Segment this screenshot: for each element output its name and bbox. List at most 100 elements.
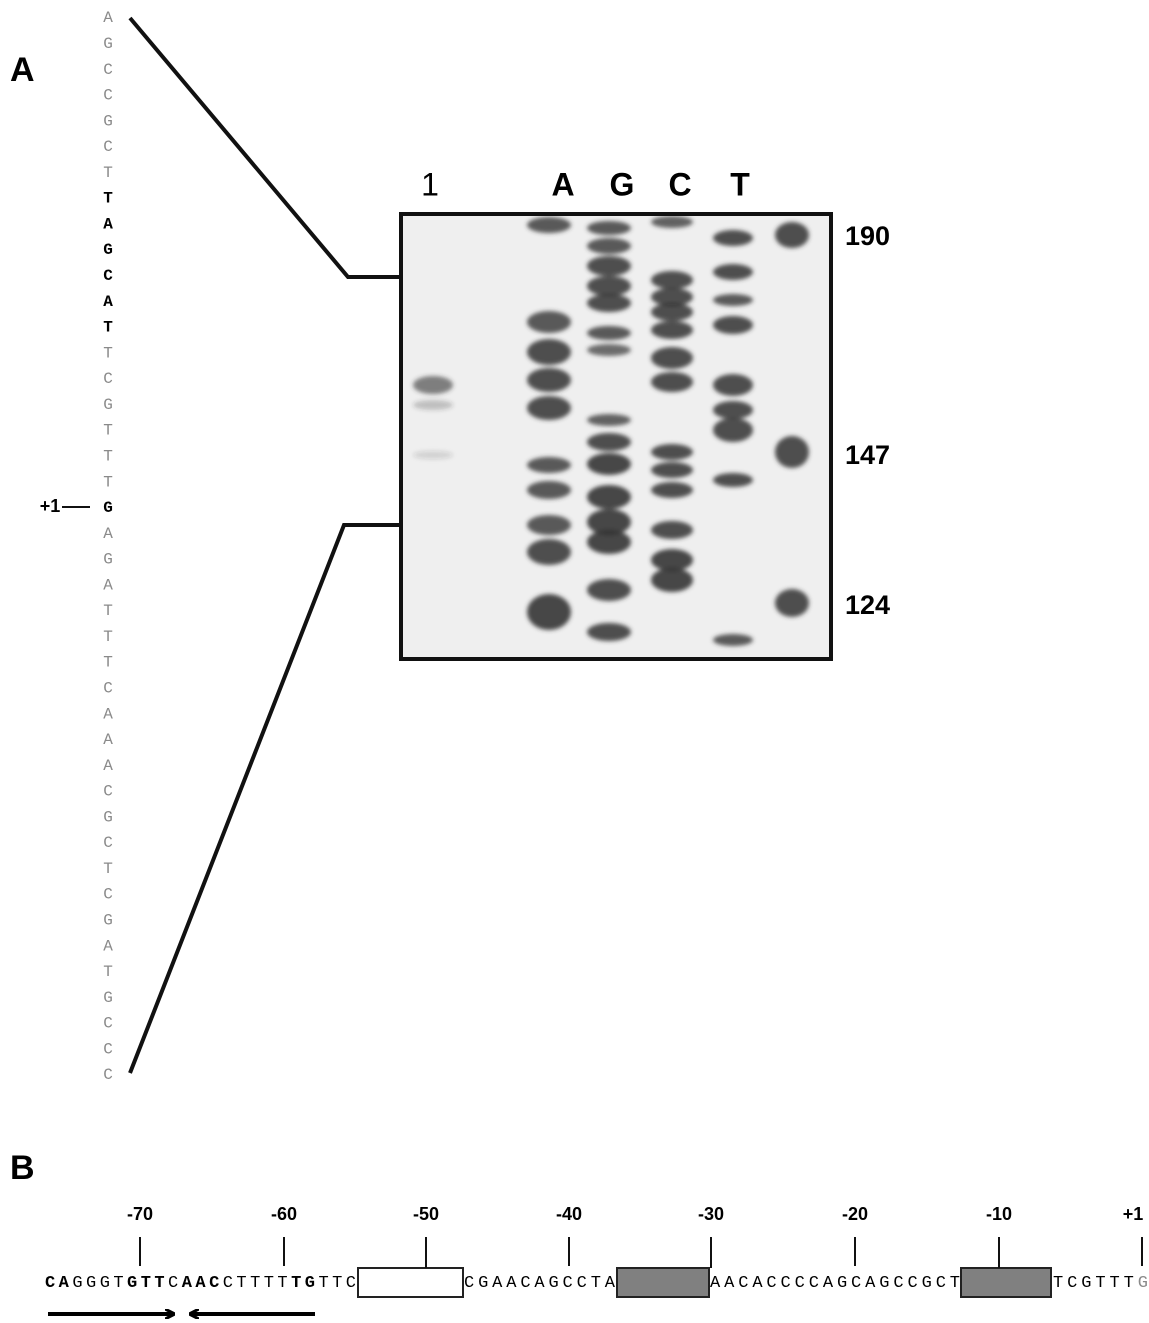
gel-band bbox=[651, 216, 693, 228]
gel-band bbox=[651, 271, 693, 289]
gel-band bbox=[775, 222, 809, 248]
gel-band bbox=[713, 264, 753, 280]
gel-band bbox=[527, 481, 571, 499]
gel-band bbox=[587, 294, 631, 312]
gel-band bbox=[527, 339, 571, 365]
gel-band bbox=[587, 485, 631, 509]
gel-band bbox=[587, 344, 631, 356]
position-label: +1 bbox=[40, 496, 61, 516]
gel-band bbox=[587, 530, 631, 554]
sequence-group: CGAACAGCCTA bbox=[464, 1274, 616, 1293]
sequence-run: TG bbox=[291, 1274, 315, 1293]
sequence-base: A bbox=[103, 576, 113, 594]
sequence-base: C bbox=[103, 834, 113, 852]
gel-band bbox=[713, 473, 753, 487]
sequence-base: C bbox=[103, 679, 113, 697]
gel-band bbox=[527, 457, 571, 473]
gel-band bbox=[775, 436, 809, 468]
sequence-base: G bbox=[103, 808, 113, 826]
gel-band bbox=[587, 276, 631, 296]
gel-band bbox=[527, 594, 571, 630]
sequence-base: A bbox=[103, 525, 113, 543]
position-label: -40 bbox=[556, 1204, 582, 1224]
position-label: -60 bbox=[271, 1204, 297, 1224]
gel-band bbox=[651, 482, 693, 498]
gel-band bbox=[651, 568, 693, 592]
sequence-base: C bbox=[103, 886, 113, 904]
gel-band bbox=[527, 311, 571, 333]
sequence-base: G bbox=[103, 499, 113, 517]
position-label: -20 bbox=[842, 1204, 868, 1224]
sequence-base: G bbox=[103, 112, 113, 130]
gel-band bbox=[651, 462, 693, 478]
sequence-run: CGAACAGCCTA bbox=[464, 1274, 616, 1293]
sequence-base: T bbox=[103, 963, 113, 981]
zoom-line bbox=[130, 18, 401, 277]
sequence-base: G bbox=[103, 551, 113, 569]
sequence-base: T bbox=[103, 164, 113, 182]
sequence-base: A bbox=[103, 937, 113, 955]
gel-band bbox=[713, 418, 753, 442]
gel-band bbox=[713, 294, 753, 306]
zoom-line bbox=[130, 525, 401, 1073]
sequence-base: C bbox=[103, 1066, 113, 1084]
sequence-base: C bbox=[103, 783, 113, 801]
lane-label: A bbox=[551, 166, 574, 202]
gel-band bbox=[587, 579, 631, 601]
sequence-base: T bbox=[103, 319, 113, 337]
sequence-run: AACACCCCAGCAGCCGCT bbox=[710, 1274, 960, 1293]
sequence-base: A bbox=[103, 9, 113, 27]
gel-band bbox=[713, 374, 753, 396]
gel-band bbox=[587, 453, 631, 475]
sequence-run: CA bbox=[45, 1274, 70, 1293]
sequence-base: T bbox=[103, 654, 113, 672]
gel-band bbox=[587, 238, 631, 254]
sequence-run: C bbox=[168, 1274, 178, 1293]
gel-band bbox=[713, 401, 753, 419]
sequence-base: C bbox=[103, 1040, 113, 1058]
gel-band bbox=[587, 326, 631, 340]
sequence-base: G bbox=[103, 396, 113, 414]
gel-band bbox=[651, 444, 693, 460]
sequence-base: C bbox=[103, 87, 113, 105]
gel-band bbox=[587, 414, 631, 426]
lane-label: T bbox=[730, 166, 750, 202]
gel-band bbox=[527, 396, 571, 420]
gel-band bbox=[651, 321, 693, 339]
sequence-base: C bbox=[103, 61, 113, 79]
sequence-base: T bbox=[103, 473, 113, 491]
gel-band bbox=[651, 347, 693, 369]
gel-band bbox=[587, 623, 631, 641]
gel-band bbox=[775, 589, 809, 617]
figure: A B +1 AGCCGCTTAGCATTCGTTTGAGATTTCAAACGC… bbox=[0, 0, 1149, 1323]
gel-band bbox=[651, 372, 693, 392]
position-label: -10 bbox=[986, 1204, 1012, 1224]
size-marker: 190 bbox=[845, 221, 890, 251]
sequence-base: T bbox=[103, 447, 113, 465]
sequence-base: G bbox=[103, 912, 113, 930]
lane-label: 1 bbox=[421, 166, 439, 202]
gel-band bbox=[651, 521, 693, 539]
sequence-run: CTTTT bbox=[223, 1274, 288, 1293]
size-marker: 124 bbox=[845, 590, 890, 620]
sequence-group: AACACCCCAGCAGCCGCT bbox=[710, 1274, 960, 1293]
sequence-base: A bbox=[103, 705, 113, 723]
gel-band bbox=[587, 221, 631, 235]
gel-band bbox=[713, 230, 753, 246]
lane-label: C bbox=[668, 166, 691, 202]
gel-band bbox=[413, 400, 453, 410]
position-label: -70 bbox=[127, 1204, 153, 1224]
size-marker: 147 bbox=[845, 440, 890, 470]
sequence-base: C bbox=[103, 370, 113, 388]
position-label: +1 bbox=[1123, 1204, 1144, 1224]
sequence-base: C bbox=[103, 267, 113, 285]
sequence-run: GTT bbox=[127, 1274, 165, 1293]
box-element bbox=[961, 1268, 1051, 1297]
gel-band bbox=[651, 549, 693, 571]
box-element bbox=[358, 1268, 463, 1297]
sequence-base: A bbox=[103, 731, 113, 749]
sequence-base: T bbox=[103, 422, 113, 440]
gel-band bbox=[527, 368, 571, 392]
gel-band bbox=[527, 515, 571, 535]
sequence-run: G bbox=[1138, 1274, 1148, 1293]
